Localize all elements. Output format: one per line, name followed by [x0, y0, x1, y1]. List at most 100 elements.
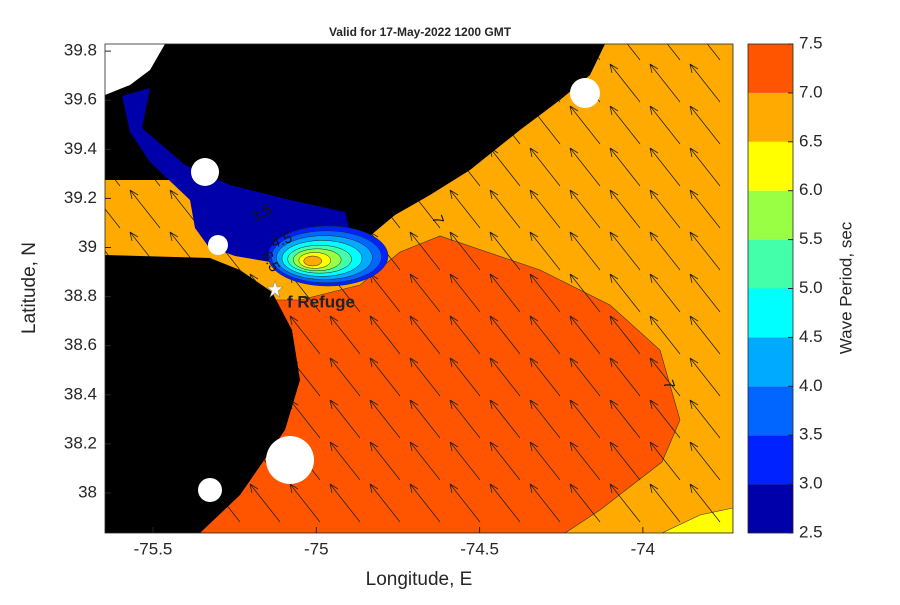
wave-arrow: [409, 315, 441, 355]
wave-arrow: [369, 483, 401, 523]
nodata: [191, 158, 219, 186]
colorbar-tick-label: 4.5: [799, 327, 823, 346]
wave-arrow: [129, 189, 161, 229]
wave-arrow: [569, 441, 601, 481]
wave-arrow: [569, 273, 601, 313]
wave-arrow: [609, 441, 641, 481]
wave-arrow: [569, 189, 601, 229]
colorbar-tick-label: 7.0: [799, 82, 823, 101]
wave-arrow: [569, 231, 601, 271]
wave-arrow: [569, 483, 601, 523]
x-axis-label: Longitude, E: [366, 569, 473, 590]
land: [105, 44, 605, 258]
wave-arrow: [489, 357, 521, 397]
colorbar-tick-label: 3.5: [799, 425, 823, 444]
x-tick-label: -75: [304, 539, 329, 558]
gradient-band: [303, 255, 322, 267]
wave-arrow: [689, 441, 721, 481]
wave-arrow: [409, 399, 441, 439]
y-tick-label: 39.2: [64, 188, 97, 207]
wave-arrow: [329, 483, 361, 523]
wave-arrow: [649, 147, 681, 187]
x-tick-label: -74.5: [460, 539, 499, 558]
wave-arrow: [529, 315, 561, 355]
x-tick-label: -74: [631, 539, 656, 558]
wave-arrow: [689, 273, 721, 313]
y-tick-label: 38.8: [64, 286, 97, 305]
wave-arrow: [329, 441, 361, 481]
wave-arrow: [609, 483, 641, 523]
colorbar-band: [748, 435, 793, 485]
wave-arrow: [369, 357, 401, 397]
wave-arrow: [649, 315, 681, 355]
wave-arrow: [689, 231, 721, 271]
y-tick-label: 39: [78, 237, 97, 256]
wave-arrow: [649, 273, 681, 313]
wave-arrow: [689, 189, 721, 229]
wave-arrow: [569, 357, 601, 397]
wave-arrow: [609, 63, 641, 103]
wave-arrow: [689, 315, 721, 355]
wave-arrow: [489, 399, 521, 439]
wave-arrow: [689, 357, 721, 397]
wave-arrow: [689, 105, 721, 145]
wave-arrow: [449, 189, 481, 229]
wave-arrow: [529, 273, 561, 313]
wave-arrow: [449, 231, 481, 271]
wave-arrow: [649, 483, 681, 523]
contour-label: 4.5: [269, 229, 294, 252]
x-tick-label: -75.5: [134, 539, 173, 558]
y-tick-label: 38.6: [64, 335, 97, 354]
wave-arrow: [369, 399, 401, 439]
wave-arrow: [449, 441, 481, 481]
wave-arrow: [529, 399, 561, 439]
wave-arrow: [329, 399, 361, 439]
colorbar-band: [748, 337, 793, 387]
wave-arrow: [105, 208, 121, 229]
wave-arrow: [449, 273, 481, 313]
wave-arrow: [489, 231, 521, 271]
wave-arrow: [369, 315, 401, 355]
wave-arrow: [489, 315, 521, 355]
colorbar-tick-label: 2.5: [799, 522, 823, 541]
wave-arrow: [329, 315, 361, 355]
plot-frame: [104, 43, 734, 534]
land: [105, 255, 300, 533]
wave-arrow: [449, 315, 481, 355]
wave-arrow: [449, 399, 481, 439]
wave-arrow: [609, 315, 641, 355]
wave-arrow: [689, 147, 721, 187]
nodata: [105, 44, 165, 95]
chart-title: Valid for 17-May-2022 1200 GMT: [329, 25, 512, 39]
site-marker: [266, 280, 284, 298]
wave-arrow: [569, 105, 601, 145]
colorbar-band: [748, 44, 793, 93]
wave-arrow: [329, 357, 361, 397]
wave-arrow: [689, 63, 721, 103]
wave-arrow: [529, 189, 561, 229]
colorbar-tick-label: 6.5: [799, 131, 823, 150]
wave-arrow: [689, 399, 721, 439]
y-tick-label: 38.4: [64, 384, 97, 403]
wave-arrow: [289, 483, 321, 523]
nodata: [198, 478, 222, 502]
colorbar-tick-label: 4.0: [799, 376, 823, 395]
colorbar-tick-label: 5.5: [799, 229, 823, 248]
colorbar-band: [748, 92, 793, 142]
nodata: [266, 436, 314, 484]
y-tick-label: 39.4: [64, 139, 97, 158]
colorbar-label: Wave Period, sec: [836, 221, 855, 354]
wave-arrow: [609, 147, 641, 187]
wave-arrow: [609, 357, 641, 397]
colorbar-tick-label: 3.0: [799, 474, 823, 493]
wave-arrow: [409, 273, 441, 313]
colorbar-band: [748, 484, 793, 533]
wave-arrow: [609, 273, 641, 313]
wave-arrow: [489, 483, 521, 523]
colorbar-tick-label: 6.0: [799, 180, 823, 199]
field-region: [661, 507, 733, 533]
colorbar-tick-label: 7.5: [799, 33, 823, 52]
wave-arrow: [489, 441, 521, 481]
wave-arrow: [649, 189, 681, 229]
